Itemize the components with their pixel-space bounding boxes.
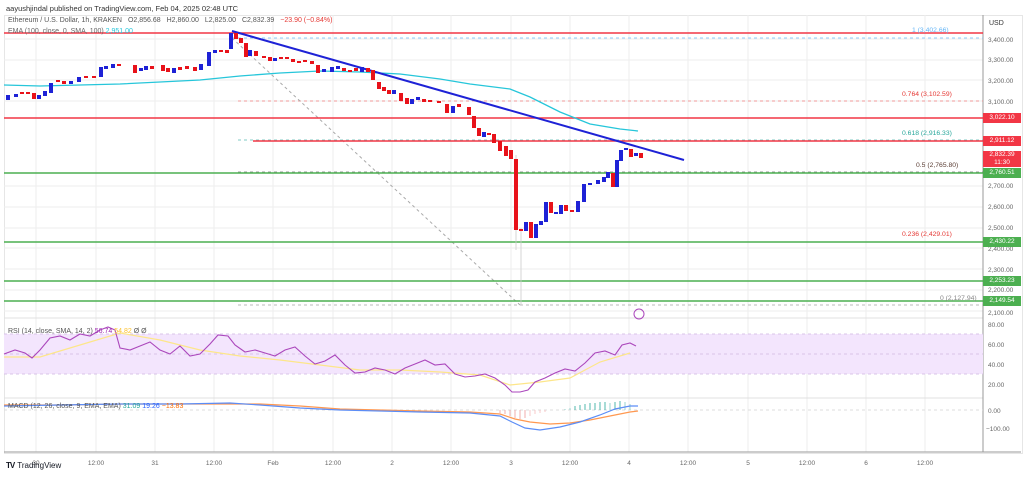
open-value: O2,856.68 [127, 17, 161, 24]
rsi-label: RSI (14, close, SMA, 14, 2) [8, 328, 93, 335]
rsi-ma-value: 54.82 [114, 328, 132, 335]
svg-text:2,100.00: 2,100.00 [988, 310, 1014, 317]
symbol-name: Ethereum / U.S. Dollar, 1h, KRAKEN [8, 17, 122, 24]
fib-label-05: 0.5 (2,765.80) [916, 162, 959, 169]
macd-hist-value: 31.09 [122, 403, 141, 410]
rsi-extra: Ø Ø [133, 328, 147, 335]
svg-text:2: 2 [390, 460, 394, 467]
tradingview-brand[interactable]: TV TradingView [6, 461, 61, 470]
brand-name: TradingView [17, 461, 62, 470]
svg-text:31: 31 [151, 460, 159, 467]
last-price-value: 2,832.39 [989, 151, 1015, 158]
ema-label: EMA (100, close, 0, SMA, 100) [8, 28, 104, 35]
fib-label-1: 1 (3,402.66) [912, 27, 949, 34]
time-axis-ticks: 30 12:00 31 12:00 Feb 12:00 2 12:00 3 12… [32, 460, 933, 467]
publisher-line: aayushjindal published on TradingView.co… [6, 4, 239, 13]
last-price-tag: 2,832.39 11:30 [983, 151, 1021, 167]
svg-text:3,100.00: 3,100.00 [988, 99, 1014, 106]
macd-label: MACD (12, 26, close, 9, EMA, EMA) [8, 403, 121, 410]
svg-text:2,500.00: 2,500.00 [988, 225, 1014, 232]
grid-vertical [35, 15, 926, 452]
rsi-value: 56.74 [94, 328, 113, 335]
rsi-ma-line [4, 332, 631, 386]
svg-text:60.00: 60.00 [988, 342, 1005, 349]
low-value: L2,825.00 [204, 17, 237, 24]
macd-line [3, 402, 638, 431]
svg-text:20.00: 20.00 [988, 382, 1005, 389]
fib-label-0236: 0.236 (2,429.01) [902, 231, 952, 238]
svg-text:0.00: 0.00 [988, 408, 1001, 415]
price-tag-support-1: 2,760.51 [983, 168, 1021, 178]
price-tag-resistance-1: 3,022.10 [983, 113, 1021, 123]
fib-label-0: 0 (2,127.94) [940, 295, 977, 302]
svg-text:−100.00: −100.00 [986, 426, 1010, 433]
svg-text:12:00: 12:00 [88, 460, 105, 467]
high-value: H2,860.00 [166, 17, 199, 24]
svg-text:2,300.00: 2,300.00 [988, 267, 1014, 274]
svg-text:12:00: 12:00 [917, 460, 934, 467]
ema-legend[interactable]: EMA (100, close, 0, SMA, 100) 2,951.00 [8, 28, 133, 35]
macd-signal-value: −13.83 [161, 403, 184, 410]
svg-text:80.00: 80.00 [988, 322, 1005, 329]
price-axis-ticks: 3,400.00 3,300.00 3,200.00 3,100.00 2,70… [986, 37, 1014, 433]
symbol-legend[interactable]: Ethereum / U.S. Dollar, 1h, KRAKEN O2,85… [8, 17, 332, 24]
svg-text:30: 30 [32, 460, 40, 467]
price-tag-support-4: 2,149.54 [983, 296, 1021, 306]
svg-text:3,200.00: 3,200.00 [988, 78, 1014, 85]
macd-line-value: 19.26 [142, 403, 160, 410]
macd-legend[interactable]: MACD (12, 26, close, 9, EMA, EMA) 31.09 … [8, 403, 183, 410]
bar-countdown: 11:30 [994, 159, 1010, 166]
price-tag-resistance-2: 2,911.12 [983, 136, 1021, 146]
tradingview-logo-icon: TV [6, 461, 15, 470]
ema-value: 2,951.00 [105, 28, 133, 35]
svg-text:Feb: Feb [267, 460, 279, 467]
currency-label[interactable]: USD [989, 20, 1004, 27]
svg-text:12:00: 12:00 [443, 460, 460, 467]
svg-text:12:00: 12:00 [680, 460, 697, 467]
change-value: −23.90 (−0.84%) [280, 17, 333, 24]
svg-text:12:00: 12:00 [799, 460, 816, 467]
svg-text:4: 4 [627, 460, 631, 467]
rsi-legend[interactable]: RSI (14, close, SMA, 14, 2) 56.74 54.82 … [8, 328, 147, 335]
fib-label-0618: 0.618 (2,916.33) [902, 130, 952, 137]
svg-text:2,400.00: 2,400.00 [988, 246, 1014, 253]
rsi-line [3, 326, 637, 393]
trendline [231, 30, 685, 161]
fib-label-0764: 0.764 (3,102.59) [902, 91, 952, 98]
svg-text:12:00: 12:00 [562, 460, 579, 467]
svg-text:12:00: 12:00 [206, 460, 223, 467]
svg-text:2,200.00: 2,200.00 [988, 287, 1014, 294]
grid-horizontal [4, 38, 983, 312]
svg-text:2,600.00: 2,600.00 [988, 204, 1014, 211]
svg-text:40.00: 40.00 [988, 362, 1005, 369]
svg-text:3: 3 [509, 460, 513, 467]
price-tag-support-2: 2,430.22 [983, 237, 1021, 247]
support-resistance-lines [4, 32, 983, 302]
svg-text:6: 6 [864, 460, 868, 467]
event-marker-icon [633, 308, 645, 320]
candles [6, 33, 643, 305]
fib-levels [232, 37, 983, 306]
svg-text:5: 5 [746, 460, 750, 467]
svg-text:3,400.00: 3,400.00 [988, 37, 1014, 44]
close-value: C2,832.39 [241, 17, 275, 24]
svg-text:2,700.00: 2,700.00 [988, 183, 1014, 190]
svg-text:12:00: 12:00 [325, 460, 342, 467]
svg-text:3,300.00: 3,300.00 [988, 57, 1014, 64]
price-tag-support-3: 2,253.23 [983, 276, 1021, 286]
